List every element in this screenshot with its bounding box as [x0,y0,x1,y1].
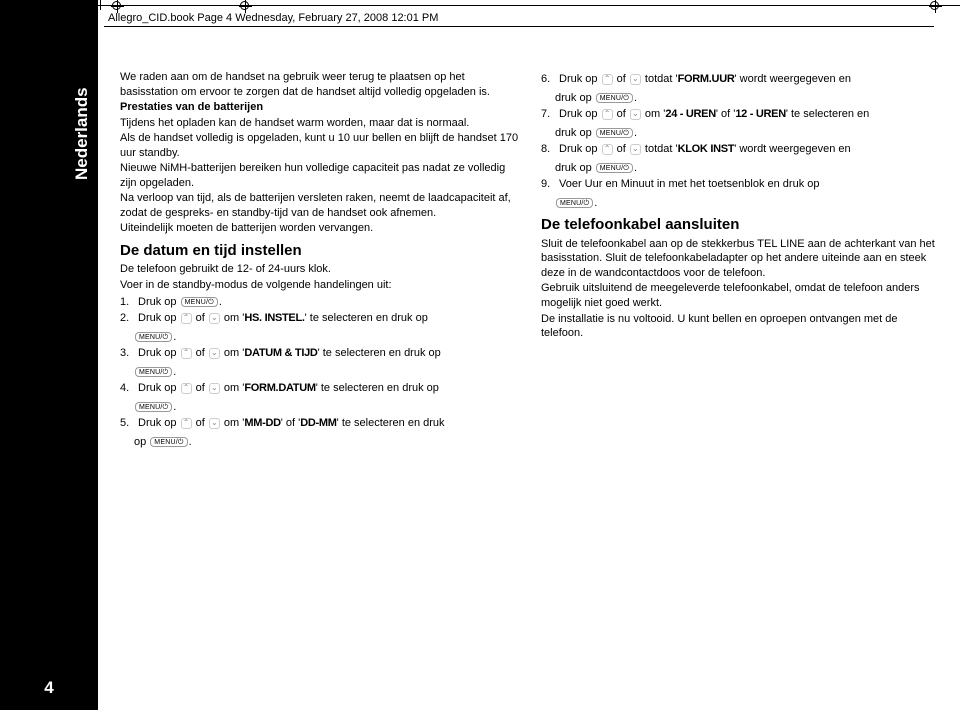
up-arrow-icon: ⌃ [602,109,613,120]
cable-p2: Gebruik uitsluitend de meegeleverde tele… [541,281,940,310]
content-area: We raden aan om de handset na gebruik we… [120,70,940,451]
step-1: 1. Druk op MENU/⏻. [120,295,519,310]
step-6: 6. Druk op ⌃ of ⌄ totdat 'FORM.UUR' word… [541,72,940,105]
menu-icon: MENU/⏻ [596,128,633,138]
step-2-text: Druk op ⌃ of ⌄ om 'HS. INSTEL.' te selec… [138,311,428,326]
step-1-text: Druk op MENU/⏻. [138,295,222,310]
datetime-p1: De telefoon gebruikt de 12- of 24-uurs k… [120,262,519,277]
crop-line-left [100,0,101,10]
step-6-text: Druk op ⌃ of ⌄ totdat 'FORM.UUR' wordt w… [559,72,851,87]
crop-line-top [0,5,960,6]
down-arrow-icon: ⌄ [209,348,220,359]
document-header: Allegro_CID.book Page 4 Wednesday, Febru… [108,12,438,24]
down-arrow-icon: ⌄ [209,313,220,324]
step-2: 2. Druk op ⌃ of ⌄ om 'HS. INSTEL.' te se… [120,311,519,344]
menu-icon: MENU/⏻ [150,437,187,447]
datetime-p2: Voer in de standby-modus de volgende han… [120,278,519,293]
up-arrow-icon: ⌃ [602,74,613,85]
step-num-8: 8. [541,142,555,157]
battery-p5: Uiteindelijk moeten de batterijen worden… [120,221,519,236]
down-arrow-icon: ⌄ [630,109,641,120]
menu-icon: MENU/⏻ [596,93,633,103]
menu-icon: MENU/⏻ [556,198,593,208]
up-arrow-icon: ⌃ [602,144,613,155]
up-arrow-icon: ⌃ [181,383,192,394]
down-arrow-icon: ⌄ [209,383,220,394]
menu-icon: MENU/⏻ [181,297,218,307]
up-arrow-icon: ⌃ [181,348,192,359]
column-left: We raden aan om de handset na gebruik we… [120,70,519,451]
header-rule [104,26,934,27]
step-7-text: Druk op ⌃ of ⌄ om '24 - UREN' of '12 - U… [559,107,869,122]
crop-target-2 [240,1,249,10]
step-9: 9. Voer Uur en Minuut in met het toetsen… [541,177,940,210]
step-8: 8. Druk op ⌃ of ⌄ totdat 'KLOK INST' wor… [541,142,940,175]
step-4: 4. Druk op ⌃ of ⌄ om 'FORM.DATUM' te sel… [120,381,519,414]
sidebar-blackbar: Nederlands 4 [0,0,98,710]
step-5-text: Druk op ⌃ of ⌄ om 'MM-DD' of 'DD-MM' te … [138,416,445,431]
step-num-9: 9. [541,177,555,192]
step-num-7: 7. [541,107,555,122]
step-num-4: 4. [120,381,134,396]
crop-target-3 [930,1,939,10]
crop-target-1 [112,1,121,10]
step-4-text: Druk op ⌃ of ⌄ om 'FORM.DATUM' te select… [138,381,439,396]
battery-heading: Prestaties van de batterijen [120,100,519,115]
step-num-2: 2. [120,311,134,326]
step-5: 5. Druk op ⌃ of ⌄ om 'MM-DD' of 'DD-MM' … [120,416,519,449]
step-num-3: 3. [120,346,134,361]
intro-text: We raden aan om de handset na gebruik we… [120,70,519,99]
step-7: 7. Druk op ⌃ of ⌄ om '24 - UREN' of '12 … [541,107,940,140]
datetime-heading: De datum en tijd instellen [120,241,519,261]
step-num-5: 5. [120,416,134,431]
up-arrow-icon: ⌃ [181,418,192,429]
page-number: 4 [0,678,98,698]
down-arrow-icon: ⌄ [630,74,641,85]
step-3: 3. Druk op ⌃ of ⌄ om 'DATUM & TIJD' te s… [120,346,519,379]
battery-p3: Nieuwe NiMH-batterijen bereiken hun voll… [120,161,519,190]
cable-p3: De installatie is nu voltooid. U kunt be… [541,312,940,341]
step-8-text: Druk op ⌃ of ⌄ totdat 'KLOK INST' wordt … [559,142,851,157]
cable-heading: De telefoonkabel aansluiten [541,215,940,235]
battery-p1: Tijdens het opladen kan de handset warm … [120,116,519,131]
down-arrow-icon: ⌄ [630,144,641,155]
battery-p4: Na verloop van tijd, als de batterijen v… [120,191,519,220]
menu-icon: MENU/⏻ [596,163,633,173]
battery-p2: Als de handset volledig is opgeladen, ku… [120,131,519,160]
language-label: Nederlands [72,87,92,180]
step-num-6: 6. [541,72,555,87]
column-right: 6. Druk op ⌃ of ⌄ totdat 'FORM.UUR' word… [541,70,940,451]
step-9-text: Voer Uur en Minuut in met het toetsenblo… [559,177,820,192]
step-num-1: 1. [120,295,134,310]
menu-icon: MENU/⏻ [135,332,172,342]
cable-p1: Sluit de telefoonkabel aan op de stekker… [541,237,940,281]
up-arrow-icon: ⌃ [181,313,192,324]
down-arrow-icon: ⌄ [209,418,220,429]
step-3-text: Druk op ⌃ of ⌄ om 'DATUM & TIJD' te sele… [138,346,441,361]
menu-icon: MENU/⏻ [135,402,172,412]
menu-icon: MENU/⏻ [135,367,172,377]
